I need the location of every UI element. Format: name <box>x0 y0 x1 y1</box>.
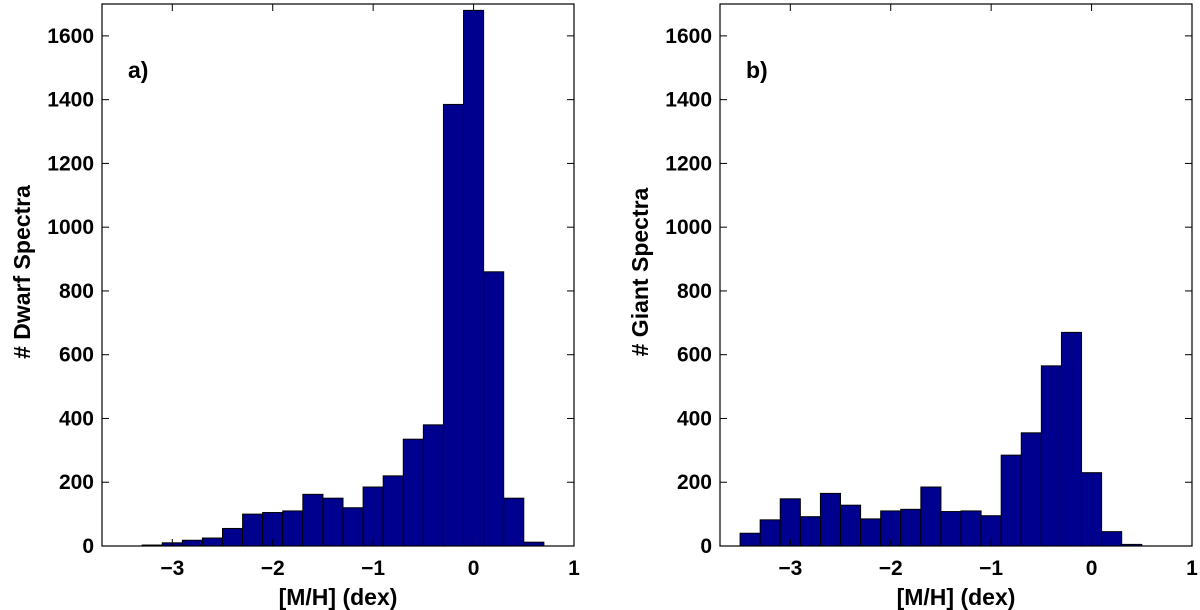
y-tick-label: 1400 <box>47 89 94 112</box>
y-tick-label: 1400 <box>665 89 712 112</box>
histogram-bar <box>302 493 324 547</box>
y-tick-label: 800 <box>59 280 94 303</box>
histogram-bar <box>503 497 525 547</box>
histogram-bar <box>342 507 364 547</box>
histogram-bar <box>1000 454 1022 547</box>
y-tick-label: 1000 <box>665 216 712 239</box>
histogram-bar <box>1060 331 1083 547</box>
histogram-bar <box>1020 432 1042 547</box>
histogram-bar <box>402 438 424 547</box>
histogram-bar <box>779 498 801 547</box>
y-tick-label: 600 <box>677 344 712 367</box>
plot-area <box>720 4 1192 546</box>
x-tick-label: −1 <box>979 557 1003 580</box>
histogram-bar <box>1040 365 1062 547</box>
histogram-bar <box>960 510 982 547</box>
histogram-bar <box>759 519 781 547</box>
panel-label: b) <box>746 57 768 83</box>
y-tick-label: 1200 <box>47 152 94 175</box>
histogram-bar <box>181 539 203 547</box>
histogram-bar <box>1101 531 1123 547</box>
histogram-bar <box>860 518 882 547</box>
histogram-bar <box>201 537 224 547</box>
x-tick-label: −3 <box>778 557 802 580</box>
y-tick-label: 1200 <box>665 152 712 175</box>
histogram-bar <box>442 103 465 547</box>
y-tick-label: 1600 <box>47 25 94 48</box>
x-tick-label: −2 <box>261 557 285 580</box>
y-tick-label: 200 <box>677 471 712 494</box>
y-tick-label: 800 <box>677 280 712 303</box>
y-tick-label: 1600 <box>665 25 712 48</box>
histogram-bar <box>940 511 962 547</box>
y-tick-label: 400 <box>677 407 712 430</box>
x-tick-label: 1 <box>1186 557 1198 580</box>
x-tick-label: 0 <box>1086 557 1098 580</box>
x-tick-label: −3 <box>160 557 184 580</box>
y-tick-label: 200 <box>59 471 94 494</box>
histogram-bar <box>242 513 264 547</box>
x-axis-label: [M/H] (dex) <box>279 584 398 610</box>
x-tick-label: −2 <box>879 557 903 580</box>
x-tick-label: 1 <box>568 557 580 580</box>
histogram-bar <box>222 527 244 547</box>
y-axis-label: # Giant Spectra <box>627 187 653 356</box>
y-tick-label: 600 <box>59 344 94 367</box>
histogram-bar <box>920 486 942 547</box>
x-tick-label: 0 <box>468 557 480 580</box>
histogram-bar <box>840 504 862 547</box>
axes-frame <box>719 3 1193 547</box>
histogram-panel-giant: −3 −2 −1 0 1 0 200 400 600 800 1000 1200 1400 1600 [M/… <box>627 3 1198 610</box>
histogram-bar <box>1081 472 1103 547</box>
histogram-bar <box>799 516 821 547</box>
y-tick-label: 1000 <box>47 216 94 239</box>
histogram-bar <box>900 508 922 547</box>
y-tick-label: 400 <box>59 407 94 430</box>
panel-label: a) <box>128 57 148 83</box>
histogram-bar <box>362 486 384 547</box>
histogram-bar <box>382 475 404 547</box>
histogram-bar <box>463 9 485 547</box>
y-tick-label: 0 <box>82 535 94 558</box>
axes-frame <box>101 3 575 547</box>
histogram-bar <box>422 424 444 547</box>
x-tick-label: −1 <box>361 557 385 580</box>
y-tick-label: 0 <box>700 535 712 558</box>
histogram-panel-dwarf: −3 −2 −1 0 1 0 200 400 600 800 1000 1200 1400 1600 [M/… <box>9 3 580 610</box>
x-axis-label: [M/H] (dex) <box>897 584 1016 610</box>
y-axis-label: # Dwarf Spectra <box>9 185 35 359</box>
histogram-bar <box>739 532 761 547</box>
histogram-bar <box>483 271 505 547</box>
histogram-bar <box>819 492 842 547</box>
histogram-bar <box>282 510 304 547</box>
histogram-bar <box>322 497 344 547</box>
